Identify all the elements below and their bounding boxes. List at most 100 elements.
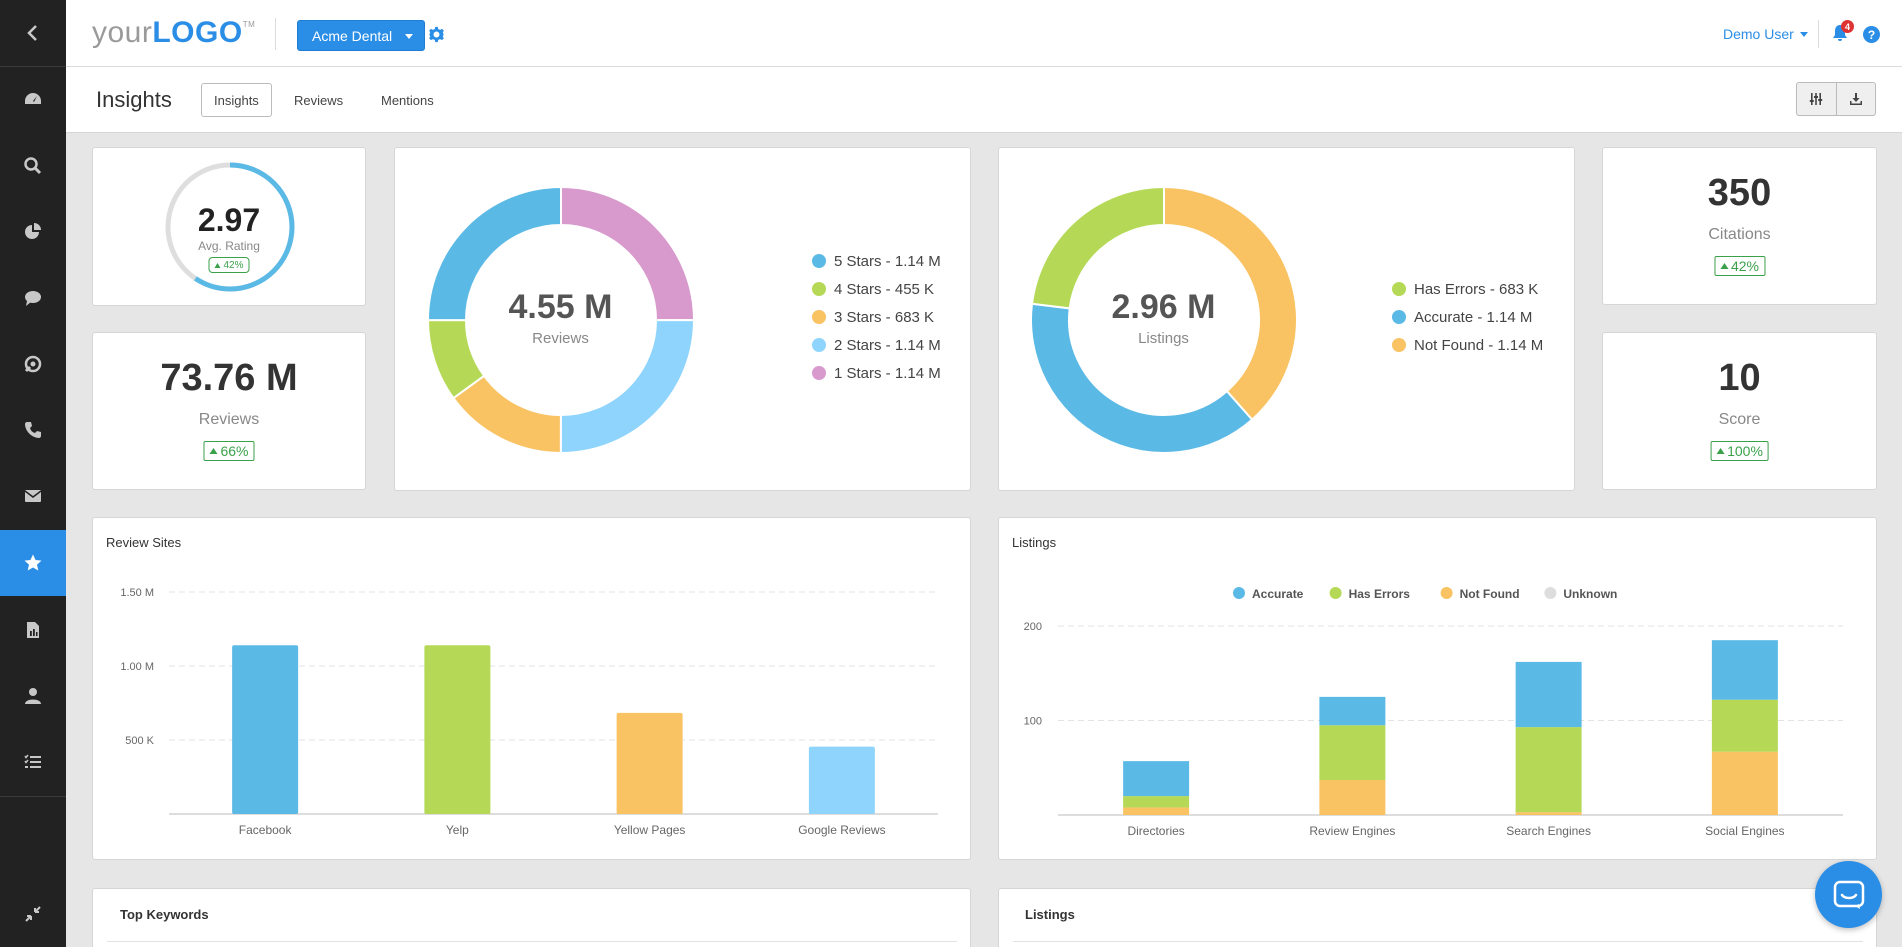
filter-button[interactable] (1797, 83, 1836, 115)
bar-segment-not-found[interactable] (1711, 751, 1778, 815)
sidebar-item-reviews[interactable] (0, 530, 66, 596)
bar-yelp[interactable] (424, 645, 491, 814)
caret-down-icon (405, 34, 414, 39)
donut-slice-5-stars[interactable] (426, 185, 562, 322)
back-button[interactable] (0, 0, 66, 66)
legend-swatch (812, 254, 826, 268)
legend-swatch (812, 282, 826, 296)
legend-item-accurate[interactable]: Accurate (1233, 587, 1304, 601)
bar-segment-not-found[interactable] (1123, 807, 1190, 815)
donut-slice-not-found[interactable] (1163, 185, 1298, 422)
legend-swatch (812, 366, 826, 380)
sidebar-item-search[interactable] (0, 133, 66, 199)
rating-gauge-fill (165, 162, 295, 292)
donut-slice-accurate[interactable] (1030, 302, 1254, 454)
legend-item[interactable]: 5 Stars - 1.14 M (812, 247, 941, 275)
pie-chart-icon (25, 223, 41, 239)
y-tick-label: 1.50 M (120, 587, 154, 599)
bar-yellow-pages[interactable] (616, 712, 683, 814)
x-tick-label: Yellow Pages (614, 823, 686, 837)
account-dropdown[interactable]: Acme Dental (297, 20, 426, 51)
sliders-icon (1810, 93, 1823, 105)
legend-item[interactable]: 1 Stars - 1.14 M (812, 359, 941, 387)
sidebar-item-chat[interactable] (0, 265, 66, 331)
sidebar-item-support[interactable] (0, 331, 66, 397)
compress-icon (25, 906, 41, 922)
avg-rating-value: 2.97 (197, 202, 261, 238)
bar-segment-accurate[interactable] (1123, 761, 1190, 797)
legend-item[interactable]: 4 Stars - 455 K (812, 275, 941, 303)
x-tick-label: Yelp (446, 823, 469, 837)
donut-slice-has-errors[interactable] (1030, 185, 1165, 310)
sidebar-item-reports[interactable] (0, 199, 66, 265)
page-title: Insights (96, 87, 172, 112)
chat-launcher-button[interactable] (1815, 861, 1882, 928)
score-change-badge: 100% (1710, 441, 1769, 461)
document-chart-icon (27, 622, 39, 638)
bar-segment-has-errors[interactable] (1711, 699, 1778, 752)
bar-segment-has-errors[interactable] (1515, 727, 1582, 813)
envelope-icon (24, 490, 42, 502)
top-keywords-title: Top Keywords (120, 907, 209, 922)
tab-insights[interactable]: Insights (201, 83, 272, 117)
bar-segment-accurate[interactable] (1711, 640, 1778, 700)
listings-donut-legend: Has Errors - 683 K Accurate - 1.14 M Not… (1392, 275, 1543, 359)
legend-swatch (1544, 587, 1557, 599)
citations-value: 350 (1707, 172, 1772, 214)
listings-donut-chart (1030, 185, 1298, 454)
sidebar-item-tasks[interactable] (0, 729, 66, 795)
listings-donut-value: 2.96 M (1111, 288, 1216, 326)
sidebar-item-documents[interactable] (0, 597, 66, 663)
sidebar-item-phone[interactable] (0, 397, 66, 463)
legend-item[interactable]: Accurate - 1.14 M (1392, 303, 1543, 331)
top-keywords-card: Top Keywords (92, 888, 971, 947)
legend-item-unknown[interactable]: Unknown (1544, 587, 1617, 601)
help-icon[interactable]: ? (1863, 26, 1880, 43)
chat-icon (25, 291, 41, 306)
legend-item[interactable]: 2 Stars - 1.14 M (812, 331, 941, 359)
triangle-up-icon (1719, 263, 1728, 269)
bar-segment-has-errors[interactable] (1123, 796, 1190, 808)
bar-segment-accurate[interactable] (1515, 661, 1582, 728)
x-tick-label: Directories (1127, 824, 1184, 838)
legend-swatch (1329, 587, 1342, 599)
tab-reviews[interactable]: Reviews (294, 92, 344, 108)
listings-stacked-bar-chart: Accurate Has Errors Not Found Unknown 100 200… (1024, 587, 1843, 838)
reviews-donut-value: 4.55 M (508, 288, 613, 326)
bar-segment-has-errors[interactable] (1319, 725, 1386, 781)
legend-item[interactable]: 3 Stars - 683 K (812, 303, 941, 331)
user-icon (25, 688, 41, 704)
logo[interactable]: yourLOGOTM (92, 16, 256, 49)
bar-segment-not-found[interactable] (1319, 780, 1386, 815)
sidebar-item-contacts[interactable] (0, 663, 66, 729)
download-button[interactable] (1835, 83, 1876, 115)
avg-rating-label: Avg. Rating (198, 239, 260, 253)
tab-mentions[interactable]: Mentions (381, 92, 434, 108)
account-label: Acme Dental (312, 27, 393, 44)
dashboard-icon (25, 93, 41, 104)
bar-segment-not-found[interactable] (1515, 812, 1582, 815)
user-menu[interactable]: Demo User (1723, 26, 1808, 42)
sidebar-item-email[interactable] (0, 463, 66, 529)
header-divider (1818, 20, 1819, 48)
total-reviews-card: 73.76 M Reviews 66% (92, 332, 366, 490)
gear-icon[interactable] (428, 26, 445, 43)
avg-rating-card: 2.97 Avg. Rating 42% (92, 147, 366, 306)
citations-label: Citations (1708, 226, 1771, 243)
legend-item-has-errors[interactable]: Has Errors (1329, 587, 1411, 601)
collapse-button[interactable] (0, 881, 66, 947)
y-tick-label: 1.00 M (120, 661, 154, 673)
legend-item[interactable]: Has Errors - 683 K (1392, 275, 1543, 303)
rating-gauge (165, 162, 295, 292)
bar-segment-accurate[interactable] (1319, 696, 1386, 726)
page-toolbar: Insights Insights Reviews Mentions (66, 67, 1902, 133)
legend-swatch (1233, 587, 1245, 599)
bar-facebook[interactable] (232, 645, 299, 814)
sidebar-item-dashboard[interactable] (0, 67, 66, 133)
review-sites-card: Review Sites 500 K 1.00 M 1.50 M Facebook Ye… (92, 517, 971, 860)
citations-card: 350 Citations 42% (1602, 147, 1877, 305)
legend-item[interactable]: Not Found - 1.14 M (1392, 331, 1543, 359)
download-icon (1849, 93, 1862, 105)
bar-google-reviews[interactable] (808, 746, 875, 814)
legend-item-not-found[interactable]: Not Found (1440, 587, 1520, 601)
